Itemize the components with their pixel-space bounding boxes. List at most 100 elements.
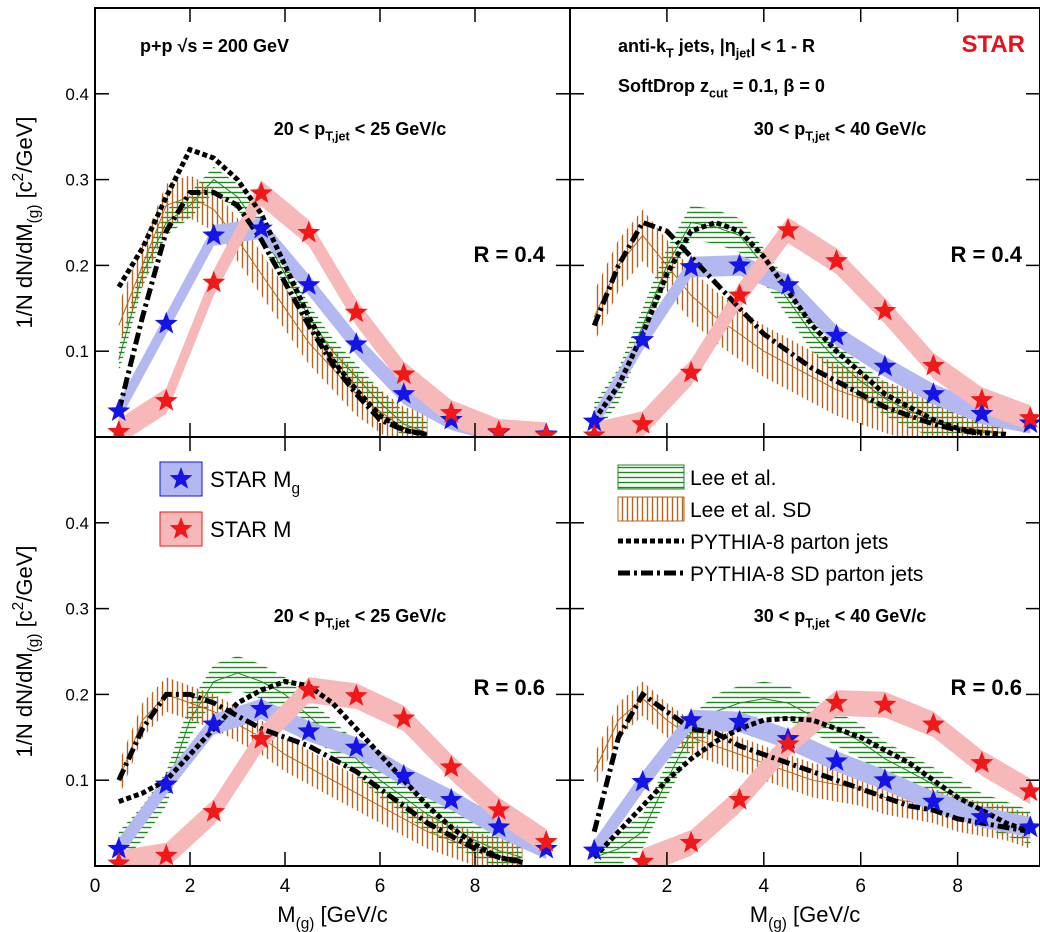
annotation: 20 < pT,jet​ < 25 GeV/c: [274, 119, 447, 143]
data-point: [392, 362, 416, 385]
data-point: [1018, 779, 1040, 802]
legend-label-part: STAR M: [210, 517, 291, 542]
pythia-curve: [117, 678, 524, 866]
data-point: [922, 382, 945, 404]
data-point: [922, 789, 945, 812]
data-point: [297, 719, 321, 741]
x-tick-label: 2: [662, 876, 673, 897]
annotation: SoftDrop zcut​ = 0.1, β = 0: [618, 76, 825, 100]
data-point: [1018, 815, 1040, 838]
data-point: [776, 218, 800, 240]
annotation-sub: T,jet: [325, 616, 350, 630]
legend-label: STAR Mg​: [210, 467, 300, 498]
annotation-sub: jet: [735, 46, 752, 60]
data-point: [970, 751, 994, 773]
annotation-part: < 25 GeV/c: [350, 119, 447, 139]
y-axis-label-part: [c: [12, 610, 37, 633]
data-point: [631, 849, 655, 866]
data-point: [776, 273, 800, 295]
y-tick-label: 0.4: [65, 85, 89, 104]
data-point: [487, 798, 511, 820]
y-axis-label-part: /GeV]: [12, 545, 37, 601]
annotation-part: 20 < p: [274, 119, 326, 139]
annotation-part: jets, |η: [674, 36, 736, 56]
annotation-sub: T: [666, 46, 674, 60]
legend-label: Lee et al.: [690, 467, 776, 490]
annotation: 20 < pT,jet​ < 25 GeV/c: [274, 606, 447, 630]
x-axis-label-part: M: [277, 902, 295, 927]
theory-center: [593, 234, 1007, 434]
y-axis-label-sub: (g): [26, 634, 43, 653]
legend-swatch: [617, 496, 685, 522]
annotation-part: p+p √s = 200 GeV: [140, 36, 289, 56]
data-band: [594, 217, 1031, 437]
theory-band: [594, 681, 1031, 849]
y-tick-label: 0.2: [65, 685, 89, 704]
pythia-curve: [591, 690, 1031, 835]
legend-label-part: STAR M: [210, 467, 291, 492]
data-point: [107, 419, 131, 437]
data-point: [582, 423, 606, 437]
data-point: [825, 691, 848, 713]
y-tick-label: 0.4: [65, 514, 89, 533]
annotation: R = 0.6: [473, 675, 545, 700]
x-tick-label: 8: [952, 876, 963, 897]
data-point: [825, 249, 848, 271]
data-band: [642, 690, 1031, 866]
data-point: [825, 323, 848, 346]
annotation-part: R = 0.6: [473, 675, 545, 700]
data-point: [202, 270, 226, 293]
data-point: [154, 772, 178, 795]
legend-marker: [169, 517, 193, 539]
annotation: R = 0.4: [473, 242, 545, 267]
data-point: [922, 712, 945, 735]
data-point: [487, 419, 511, 437]
data-point: [392, 763, 416, 786]
annotation-part: R = 0.4: [950, 242, 1022, 267]
pythia-curve: [116, 146, 429, 437]
plot-area: [107, 146, 558, 437]
annotation-part: SoftDrop z: [618, 76, 709, 96]
data-point: [534, 423, 558, 437]
data-point: [631, 328, 655, 350]
data-band: [118, 698, 547, 860]
data-point: [439, 755, 463, 777]
data-point: [873, 298, 897, 321]
legend-label: Lee et al. SD: [690, 499, 811, 522]
data-band: [594, 709, 1031, 861]
data-point: [728, 253, 751, 276]
data-point: [970, 805, 994, 827]
data-point: [534, 830, 558, 852]
data-point: [392, 706, 416, 729]
x-axis-label-part: [GeV/c: [787, 902, 860, 927]
legend-label-part: Lee et al. SD: [690, 499, 811, 522]
data-point: [970, 388, 994, 410]
y-axis-label-part: /GeV]: [12, 116, 37, 172]
annotation: 30 < pT,jet​ < 40 GeV/c: [754, 606, 927, 630]
annotation-part: 20 < p: [274, 606, 326, 626]
annotation-part: < 25 GeV/c: [350, 606, 447, 626]
x-tick-label: 2: [185, 876, 196, 897]
y-axis-label-sup: 2: [10, 602, 27, 611]
x-tick-label: 4: [280, 876, 291, 897]
annotation: STAR: [961, 31, 1025, 58]
data-point: [534, 836, 558, 859]
plot-area: [582, 681, 1040, 866]
y-tick-label: 0.3: [65, 171, 89, 190]
annotation-part: | < 1 - R: [750, 36, 815, 56]
y-axis-label-part: [c: [12, 181, 37, 204]
pythia-curve: [592, 219, 1007, 437]
y-axis-label-part: 1/N dN/dM: [12, 652, 37, 757]
data-point: [631, 769, 655, 792]
data-point: [873, 768, 897, 790]
data-point: [249, 697, 273, 719]
x-axis-label-part: [GeV/c: [314, 902, 387, 927]
data-point: [344, 684, 368, 706]
annotation-sub: T,jet: [805, 129, 830, 143]
data-point: [154, 843, 178, 866]
x-axis-label-part: M: [750, 902, 768, 927]
y-axis-label: 1/N dN/dM(g)​ [c2​/GeV]: [10, 116, 42, 328]
annotation: 30 < pT,jet​ < 40 GeV/c: [754, 119, 927, 143]
x-tick-label: 0: [90, 876, 101, 897]
